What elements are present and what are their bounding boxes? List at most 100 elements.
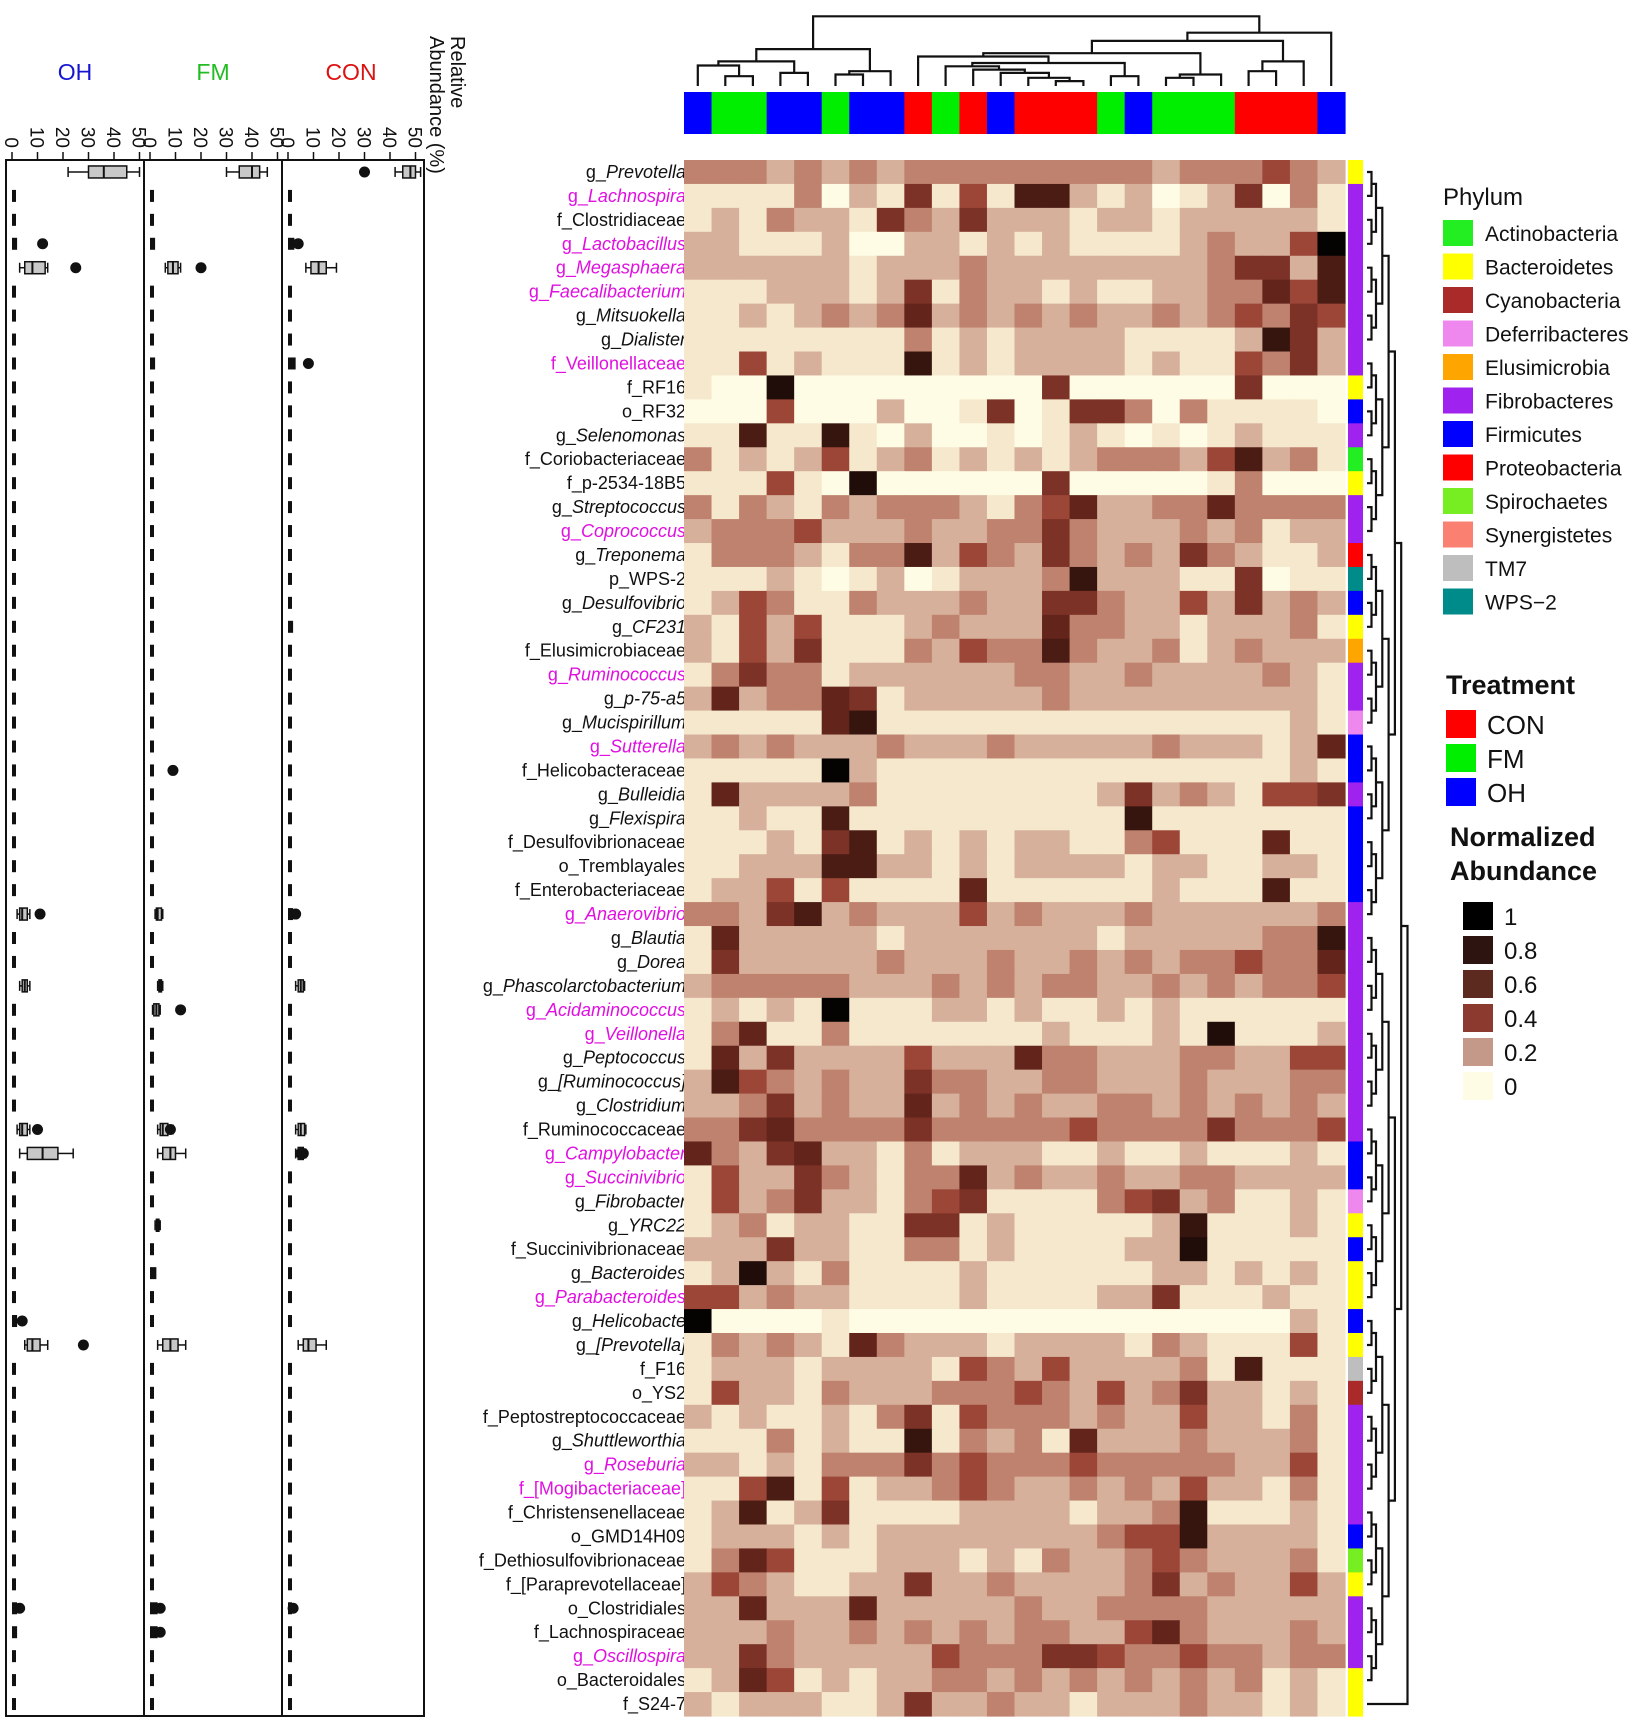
taxon-name: Lachnospira <box>588 186 686 206</box>
taxon-label-49: g_[Prevotella] <box>576 1335 687 1356</box>
heat-cell-7-10 <box>959 327 988 353</box>
heat-cell-14-20 <box>1234 495 1263 520</box>
heat-cell-9-19 <box>1207 375 1236 400</box>
heat-cell-4-14 <box>1069 255 1098 281</box>
heat-cell-56-5 <box>821 1500 850 1526</box>
heat-cell-31-17 <box>1152 902 1181 927</box>
heat-cell-25-5 <box>821 758 850 783</box>
heat-cell-26-5 <box>821 782 850 807</box>
heat-cell-45-4 <box>794 1237 823 1262</box>
phylum-cell-42 <box>1348 1165 1363 1190</box>
small-box <box>150 692 154 705</box>
heat-cell-10-2 <box>739 399 768 424</box>
heat-cell-32-13 <box>1042 926 1071 951</box>
phylum-legend-actinobacteria: Actinobacteria <box>1485 223 1618 246</box>
heat-cell-55-18 <box>1179 1476 1208 1502</box>
treatment-cell-9 <box>931 92 961 134</box>
heat-cell-42-3 <box>766 1165 795 1190</box>
dendrogram-branch <box>1367 170 1373 197</box>
heat-cell-9-12 <box>1014 375 1043 400</box>
heat-cell-23-23 <box>1317 710 1346 736</box>
heat-cell-0-11 <box>986 160 1016 185</box>
taxon-name: Acidaminococcus <box>545 1000 686 1020</box>
heat-cell-51-7 <box>876 1380 905 1406</box>
phylum-swatch-synergistetes <box>1443 521 1473 548</box>
small-box <box>150 1267 157 1280</box>
heat-cell-2-11 <box>986 207 1016 233</box>
heat-cell-20-2 <box>739 638 768 664</box>
small-box <box>288 884 292 897</box>
small-box <box>12 955 16 968</box>
heat-cell-24-14 <box>1069 734 1098 760</box>
heat-cell-32-4 <box>794 926 823 951</box>
heat-cell-62-15 <box>1097 1644 1126 1669</box>
taxon-prefix: f_ <box>479 1550 495 1571</box>
heat-cell-60-9 <box>931 1596 961 1621</box>
taxon-name: WPS-2 <box>629 569 686 589</box>
heat-cell-47-12 <box>1014 1285 1043 1310</box>
heat-cell-11-6 <box>849 423 878 448</box>
heat-cell-59-20 <box>1234 1572 1263 1597</box>
heat-cell-16-8 <box>904 543 933 568</box>
heat-cell-0-18 <box>1179 160 1208 185</box>
small-box <box>288 1530 292 1543</box>
phylum-cell-0 <box>1348 160 1363 185</box>
heat-cell-56-20 <box>1234 1500 1263 1526</box>
heat-cell-44-20 <box>1234 1213 1263 1238</box>
dendrogram-branch <box>1247 70 1278 86</box>
heat-cell-41-4 <box>794 1141 823 1167</box>
heat-cell-39-14 <box>1069 1093 1098 1119</box>
heat-cell-8-0 <box>684 351 713 377</box>
heat-cell-42-23 <box>1317 1165 1346 1190</box>
heat-cell-22-13 <box>1042 686 1071 712</box>
heat-cell-55-11 <box>986 1476 1016 1502</box>
taxon-label-36: g_Veillonella <box>585 1024 686 1045</box>
small-box <box>288 668 292 681</box>
heat-cell-18-11 <box>986 590 1016 616</box>
heat-cell-35-2 <box>739 997 768 1023</box>
phylum-cell-48 <box>1348 1309 1363 1334</box>
heat-cell-14-8 <box>904 495 933 520</box>
heat-cell-51-21 <box>1262 1380 1291 1406</box>
heat-cell-25-8 <box>904 758 933 783</box>
heat-cell-10-15 <box>1097 399 1126 424</box>
heat-cell-48-7 <box>876 1309 905 1334</box>
heat-cell-54-8 <box>904 1452 933 1478</box>
small-box <box>288 1458 292 1471</box>
heat-cell-53-16 <box>1124 1428 1153 1454</box>
phylum-cell-40 <box>1348 1117 1363 1143</box>
taxon-label-32: g_Blautia <box>611 928 686 949</box>
heat-cell-52-5 <box>821 1404 850 1430</box>
heat-cell-15-3 <box>766 519 795 544</box>
heat-cell-22-0 <box>684 686 713 712</box>
heat-cell-37-15 <box>1097 1045 1126 1071</box>
heat-cell-52-3 <box>766 1404 795 1430</box>
taxon-prefix: g_ <box>612 617 633 638</box>
heat-cell-21-16 <box>1124 662 1153 688</box>
heat-cell-5-0 <box>684 279 713 305</box>
heat-cell-60-12 <box>1014 1596 1043 1621</box>
heat-cell-33-14 <box>1069 949 1098 975</box>
heat-cell-30-1 <box>711 878 740 903</box>
small-box <box>288 1003 292 1016</box>
heat-cell-62-4 <box>794 1644 823 1669</box>
taxon-name: RF32 <box>642 401 686 421</box>
heat-cell-27-18 <box>1179 806 1208 831</box>
heat-cell-5-22 <box>1289 279 1319 305</box>
heat-cell-46-10 <box>959 1261 988 1286</box>
heat-cell-23-16 <box>1124 710 1153 736</box>
heat-cell-43-15 <box>1097 1189 1126 1214</box>
heat-cell-39-11 <box>986 1093 1016 1119</box>
heat-cell-52-1 <box>711 1404 740 1430</box>
heat-cell-44-4 <box>794 1213 823 1238</box>
taxon-name: CF231 <box>632 617 686 637</box>
heat-cell-41-15 <box>1097 1141 1126 1167</box>
phylum-cell-15 <box>1348 519 1363 544</box>
heat-cell-4-23 <box>1317 255 1346 281</box>
heat-cell-46-12 <box>1014 1261 1043 1286</box>
heat-cell-56-13 <box>1042 1500 1071 1526</box>
heat-cell-16-20 <box>1234 543 1263 568</box>
phylum-cell-5 <box>1348 279 1363 305</box>
heat-cell-2-0 <box>684 207 713 233</box>
heat-cell-39-12 <box>1014 1093 1043 1119</box>
